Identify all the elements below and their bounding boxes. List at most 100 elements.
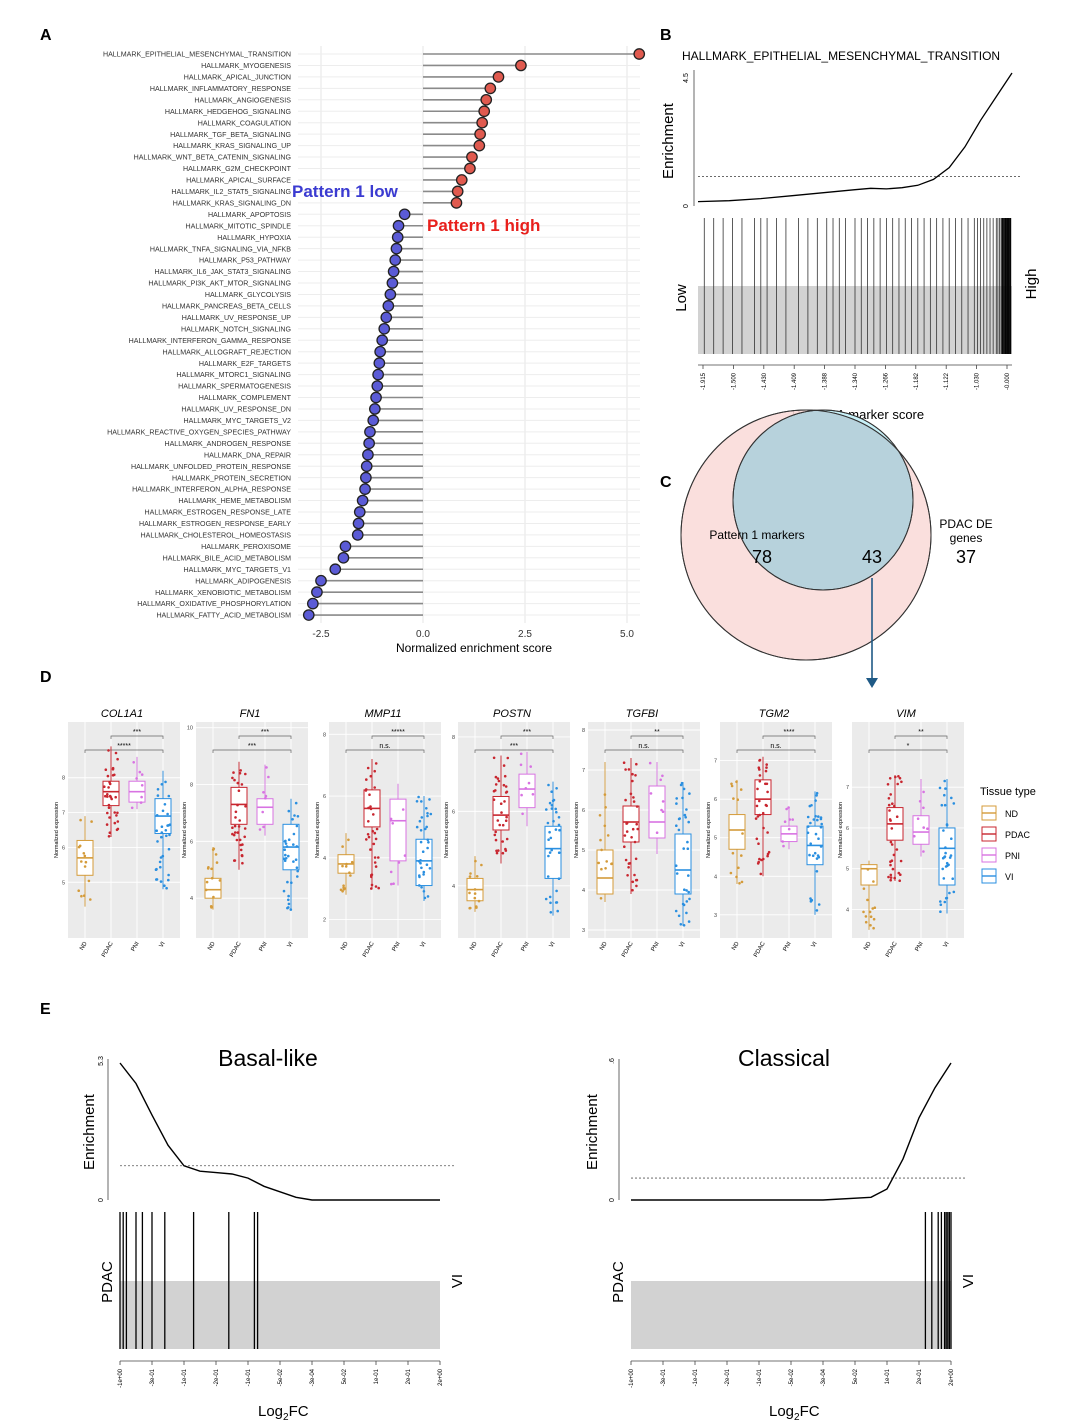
d-point bbox=[425, 807, 428, 810]
d-point bbox=[426, 846, 429, 850]
d-point bbox=[785, 807, 788, 811]
a-category-label: HALLMARK_ANDROGEN_RESPONSE bbox=[164, 440, 291, 448]
legend-label-nd: ND bbox=[1005, 809, 1018, 819]
d-point bbox=[809, 842, 812, 845]
e-xtick-label: -1e-01 bbox=[182, 1368, 188, 1386]
d-point bbox=[492, 756, 496, 760]
d-point bbox=[90, 820, 93, 823]
d-point bbox=[810, 898, 814, 902]
d-box bbox=[648, 785, 666, 839]
d-point bbox=[239, 848, 243, 852]
a-dot bbox=[373, 357, 386, 369]
d-ytick-label: 6 bbox=[846, 826, 849, 832]
a-dot bbox=[353, 506, 366, 518]
d-xtick-label: PDAC bbox=[753, 940, 767, 958]
d-point bbox=[159, 856, 163, 859]
d-point bbox=[806, 825, 810, 828]
d-panel-bg bbox=[588, 722, 700, 938]
d-point bbox=[350, 860, 354, 864]
d-point bbox=[140, 784, 144, 787]
a-category-label: HALLMARK_G2M_CHECKPOINT bbox=[183, 165, 292, 173]
d-point bbox=[551, 799, 555, 803]
d-point bbox=[950, 796, 953, 800]
e-xtick-label: 5e-02 bbox=[853, 1368, 859, 1384]
d-point bbox=[661, 800, 665, 803]
panel-b-ylabel: Enrichment bbox=[660, 102, 677, 179]
a-dot bbox=[382, 300, 395, 312]
d-xtick-label: ND bbox=[731, 940, 741, 951]
d-point bbox=[735, 875, 738, 879]
d-point bbox=[679, 923, 683, 926]
d-point bbox=[469, 872, 472, 875]
d-point bbox=[130, 806, 134, 810]
d-point bbox=[635, 878, 639, 882]
a-dot bbox=[360, 471, 372, 484]
a-category-label: HALLMARK_SPERMATOGENESIS bbox=[178, 383, 291, 391]
d-point bbox=[758, 813, 761, 817]
a-xtick-label: 0.0 bbox=[416, 629, 430, 640]
d-point bbox=[531, 793, 535, 796]
d-point bbox=[364, 788, 368, 791]
b-xtick-label: -0.000 bbox=[1005, 372, 1011, 390]
d-point bbox=[545, 808, 548, 811]
d-point bbox=[735, 780, 738, 784]
d-point bbox=[604, 806, 607, 809]
annotation-pattern-low: Pattern 1 low bbox=[292, 182, 399, 201]
panel-b-title: HALLMARK_EPITHELIAL_MESENCHYMAL_TRANSITI… bbox=[682, 49, 1000, 63]
d-box bbox=[230, 786, 248, 825]
a-dot bbox=[390, 242, 403, 255]
legend-label-pni: PNI bbox=[1005, 851, 1020, 861]
d-xtick-label: PNI bbox=[783, 941, 793, 953]
e-xtick-label: -3e-01 bbox=[661, 1368, 667, 1386]
a-category-label: HALLMARK_ANGIOGENESIS bbox=[194, 96, 291, 104]
d-point bbox=[889, 873, 893, 877]
d-point bbox=[755, 804, 759, 808]
a-dot bbox=[391, 231, 404, 244]
b-xtick-label: -1.409 bbox=[792, 372, 798, 390]
d-point bbox=[741, 832, 744, 835]
a-category-label: HALLMARK_KRAS_SIGNALING_DN bbox=[173, 199, 291, 207]
a-category-label: HALLMARK_REACTIVE_OXYGEN_SPECIES_PATHWAY bbox=[107, 428, 291, 436]
d-point bbox=[895, 848, 899, 851]
d-point bbox=[888, 818, 892, 821]
a-dot bbox=[329, 563, 342, 576]
d-point bbox=[492, 798, 496, 801]
a-dot bbox=[473, 139, 486, 152]
d-point bbox=[132, 761, 135, 764]
d-point bbox=[761, 811, 765, 815]
d-xtick-label: VI bbox=[549, 941, 557, 949]
e-enrichment-curve bbox=[631, 1062, 952, 1201]
d-box bbox=[912, 815, 930, 845]
d-point bbox=[155, 829, 158, 832]
e-left-label: PDAC bbox=[610, 1261, 627, 1303]
d-point bbox=[105, 823, 109, 826]
d-point bbox=[948, 856, 952, 859]
d-point bbox=[286, 880, 289, 884]
d-point bbox=[429, 812, 433, 816]
d-point bbox=[419, 861, 422, 865]
d-point bbox=[624, 858, 628, 862]
d-point bbox=[294, 801, 298, 805]
d-point bbox=[283, 848, 287, 851]
a-category-label: HALLMARK_PEROXISOME bbox=[201, 543, 291, 551]
d-point bbox=[913, 834, 916, 838]
a-dot bbox=[315, 574, 327, 587]
d-point bbox=[631, 888, 634, 892]
d-point bbox=[373, 856, 377, 859]
a-category-label: HALLMARK_MTORC1_SIGNALING bbox=[176, 371, 291, 379]
d-point bbox=[675, 872, 679, 875]
d-point bbox=[158, 860, 162, 864]
a-category-label: HALLMARK_IL6_JAK_STAT3_SIGNALING bbox=[154, 268, 291, 276]
d-point bbox=[154, 868, 158, 871]
d-point bbox=[238, 838, 242, 842]
d-point bbox=[759, 872, 763, 876]
d-point bbox=[344, 865, 348, 868]
d-point bbox=[546, 875, 550, 878]
d-point bbox=[944, 787, 947, 790]
d-point bbox=[631, 827, 635, 831]
d-point bbox=[946, 864, 949, 868]
a-dot bbox=[380, 311, 393, 324]
d-xtick-label: ND bbox=[79, 940, 89, 951]
d-point bbox=[555, 787, 558, 790]
d-point bbox=[782, 844, 785, 848]
